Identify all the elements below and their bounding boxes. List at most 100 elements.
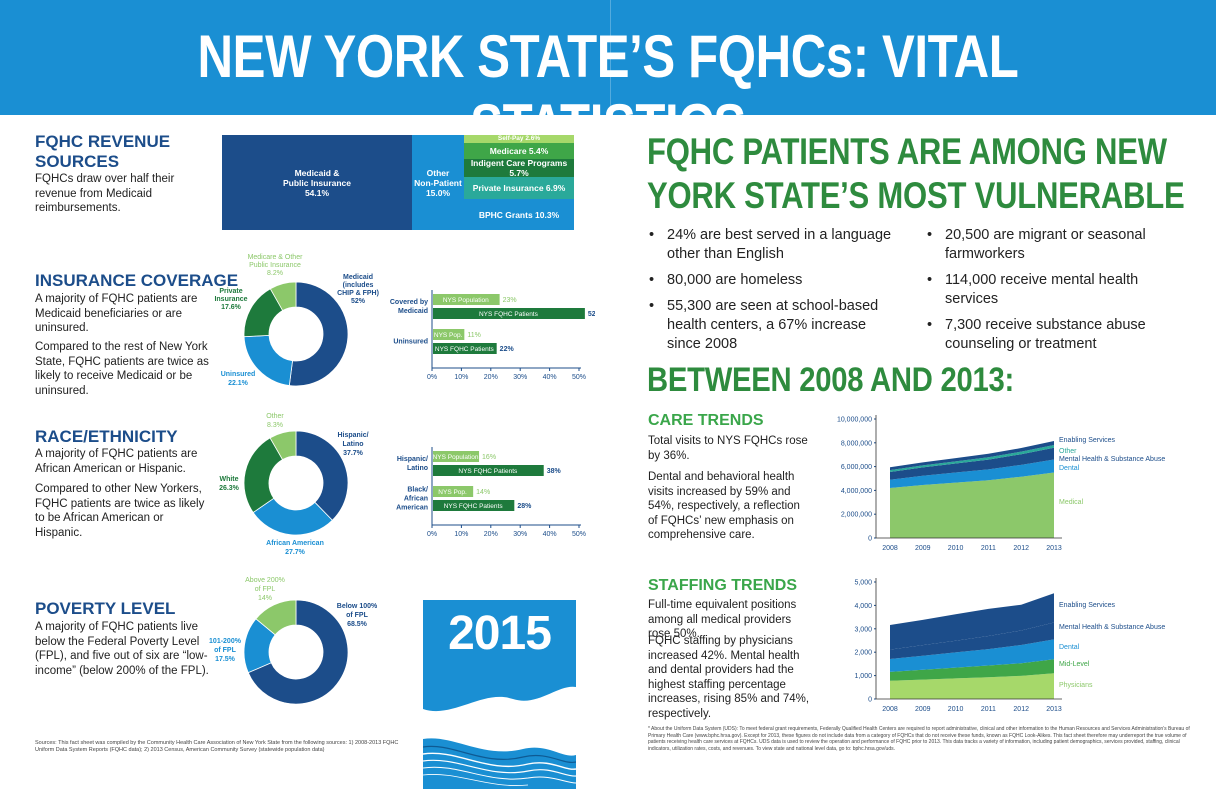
insurance-desc-1: A majority of FQHC patients are Medicaid… (35, 293, 198, 334)
bar-category-label: African (404, 496, 428, 503)
poverty-label-above200: Above 200% of FPL 14% (245, 577, 285, 602)
svg-text:Insurance: Insurance (214, 296, 247, 303)
bar-tick-label: 10% (454, 374, 468, 380)
area-series-label: Mid-Level (1059, 661, 1090, 668)
revenue-bphc-box: BPHC Grants 10.3% (464, 199, 574, 230)
donut-slice (269, 430, 297, 461)
bar-category-label: Uninsured (393, 339, 428, 346)
poverty-label-fpl101: 101-200% of FPL 17.5% (209, 638, 242, 663)
footnote: * About the Uniform Data System (UDS): T… (648, 726, 1190, 752)
poverty-donut-chart: Above 200% of FPL 14% Below 100% of FPL … (209, 577, 378, 705)
care-trends-desc-1: Total visits to NYS FQHCs rose by 36%. (648, 435, 808, 462)
bar-series-label: NYS FQHC Patients (435, 346, 495, 353)
bar-value-label: 16% (482, 454, 496, 461)
bar-series-label: NYS FQHC Patients (444, 503, 504, 510)
vulnerable-title-line1: FQHC PATIENTS ARE AMONG NEW (647, 131, 1167, 172)
race-desc-1: A majority of FQHC patients are African … (35, 448, 198, 475)
bar (433, 329, 465, 340)
area-x-label: 2011 (981, 545, 996, 552)
svg-text:17.5%: 17.5% (215, 656, 236, 663)
vulnerable-title-line2: YORK STATE’S MOST VULNERABLE (647, 175, 1185, 216)
area-series-label: Mental Health & Substance Abuse (1059, 456, 1165, 463)
insurance-desc-2: Compared to the rest of New York State, … (35, 341, 209, 397)
svg-text:White: White (219, 476, 238, 483)
area-x-label: 2011 (981, 706, 996, 713)
bar-tick-label: 20% (484, 374, 498, 380)
staffing-trends-title: STAFFING TRENDS (648, 577, 798, 594)
svg-text:52%: 52% (351, 298, 366, 305)
revenue-title-line2: SOURCES (35, 152, 120, 171)
poverty-title: POVERTY LEVEL (35, 599, 176, 618)
bar-tick-label: 30% (513, 531, 527, 537)
svg-text:of FPL: of FPL (214, 647, 236, 654)
revenue-medicaid-box: Medicaid & Public Insurance 54.1% (222, 135, 412, 230)
bar (433, 308, 585, 319)
donut-slice (269, 281, 297, 312)
between-title: BETWEEN 2008 AND 2013: (647, 360, 1074, 400)
revenue-medicare-box: Medicare 5.4% (464, 143, 574, 159)
bar-value-label: 22% (500, 346, 515, 353)
area-tick-label: 8,000,000 (841, 440, 872, 447)
area-band (890, 447, 1054, 480)
area-series-label: Dental (1059, 644, 1080, 651)
area-band (890, 622, 1054, 659)
bar-series-label: NYS Population (443, 297, 489, 304)
svg-text:Medicaid: Medicaid (343, 274, 373, 281)
vulnerable-item: 80,000 are homeless (649, 271, 899, 290)
vulnerable-item: 24% are best served in a language other … (649, 226, 899, 264)
bar-tick-label: 40% (543, 531, 557, 537)
poverty-label-below100: Below 100% of FPL 68.5% (337, 603, 378, 628)
svg-text:Medicare & Other: Medicare & Other (248, 254, 304, 261)
between-title-text: BETWEEN 2008 AND 2013: (647, 361, 1014, 399)
bar-series-label: NYS FQHC Patients (479, 311, 539, 318)
svg-text:8.2%: 8.2% (267, 270, 283, 277)
svg-text:African American: African American (266, 540, 324, 547)
area-band (890, 472, 1054, 538)
bar-category-label: Medicaid (398, 308, 428, 315)
area-band (890, 673, 1054, 699)
svg-text:Below 100%: Below 100% (337, 603, 378, 610)
svg-text:27.7%: 27.7% (285, 549, 306, 556)
area-x-label: 2008 (882, 706, 898, 713)
insurance-bar-chart: 0% 10% 20% 30% 40% 50% Covered by Medicaid NYS P… (390, 290, 595, 380)
area-x-label: 2009 (915, 545, 931, 552)
bar-category-label: Covered by (390, 299, 428, 306)
vulnerable-list-left: 24% are best served in a language other … (649, 226, 899, 361)
bar (433, 343, 497, 354)
area-band (890, 593, 1054, 650)
vulnerable-item: 20,500 are migrant or seasonal farmworke… (927, 226, 1192, 264)
area-series-label: Enabling Services (1059, 602, 1116, 609)
donut-slice (255, 599, 297, 636)
svg-text:26.3%: 26.3% (219, 485, 240, 492)
bar-category-label: Hispanic/ (397, 456, 428, 463)
area-x-label: 2010 (948, 706, 964, 713)
insurance-title: INSURANCE COVERAGE (35, 271, 239, 290)
area-x-label: 2012 (1013, 706, 1029, 713)
bar (433, 451, 480, 462)
area-tick-label: 10,000,000 (837, 417, 872, 424)
bar-category-label: American (396, 505, 428, 512)
bar-category-label: Latino (407, 465, 428, 472)
care-trends-title: CARE TRENDS (648, 412, 764, 429)
area-band (890, 659, 1054, 681)
donut-slice (288, 281, 349, 387)
bar-series-label: NYS FQHC Patients (458, 468, 518, 475)
vulnerable-item: 114,000 receive mental health services (927, 271, 1192, 309)
revenue-other-box: Other Non-Patient 15.0% (412, 135, 464, 230)
area-tick-label: 1,000 (854, 673, 872, 680)
svg-text:68.5%: 68.5% (347, 621, 368, 628)
area-band (890, 639, 1054, 672)
insurance-label-uninsured: Uninsured 22.1% (221, 371, 256, 387)
bar-tick-label: 0% (427, 531, 437, 537)
donut-slice (247, 599, 349, 705)
area-x-label: 2010 (948, 545, 964, 552)
bar-tick-label: 50% (572, 531, 586, 537)
area-tick-label: 4,000,000 (841, 488, 872, 495)
area-tick-label: 6,000,000 (841, 464, 872, 471)
bar-tick-label: 30% (513, 374, 527, 380)
svg-text:14%: 14% (258, 595, 272, 602)
svg-text:(includes: (includes (343, 282, 374, 289)
area-tick-label: 2,000 (854, 650, 872, 657)
bar-series-label: NYS Pop. (438, 489, 467, 496)
bar (433, 465, 544, 476)
